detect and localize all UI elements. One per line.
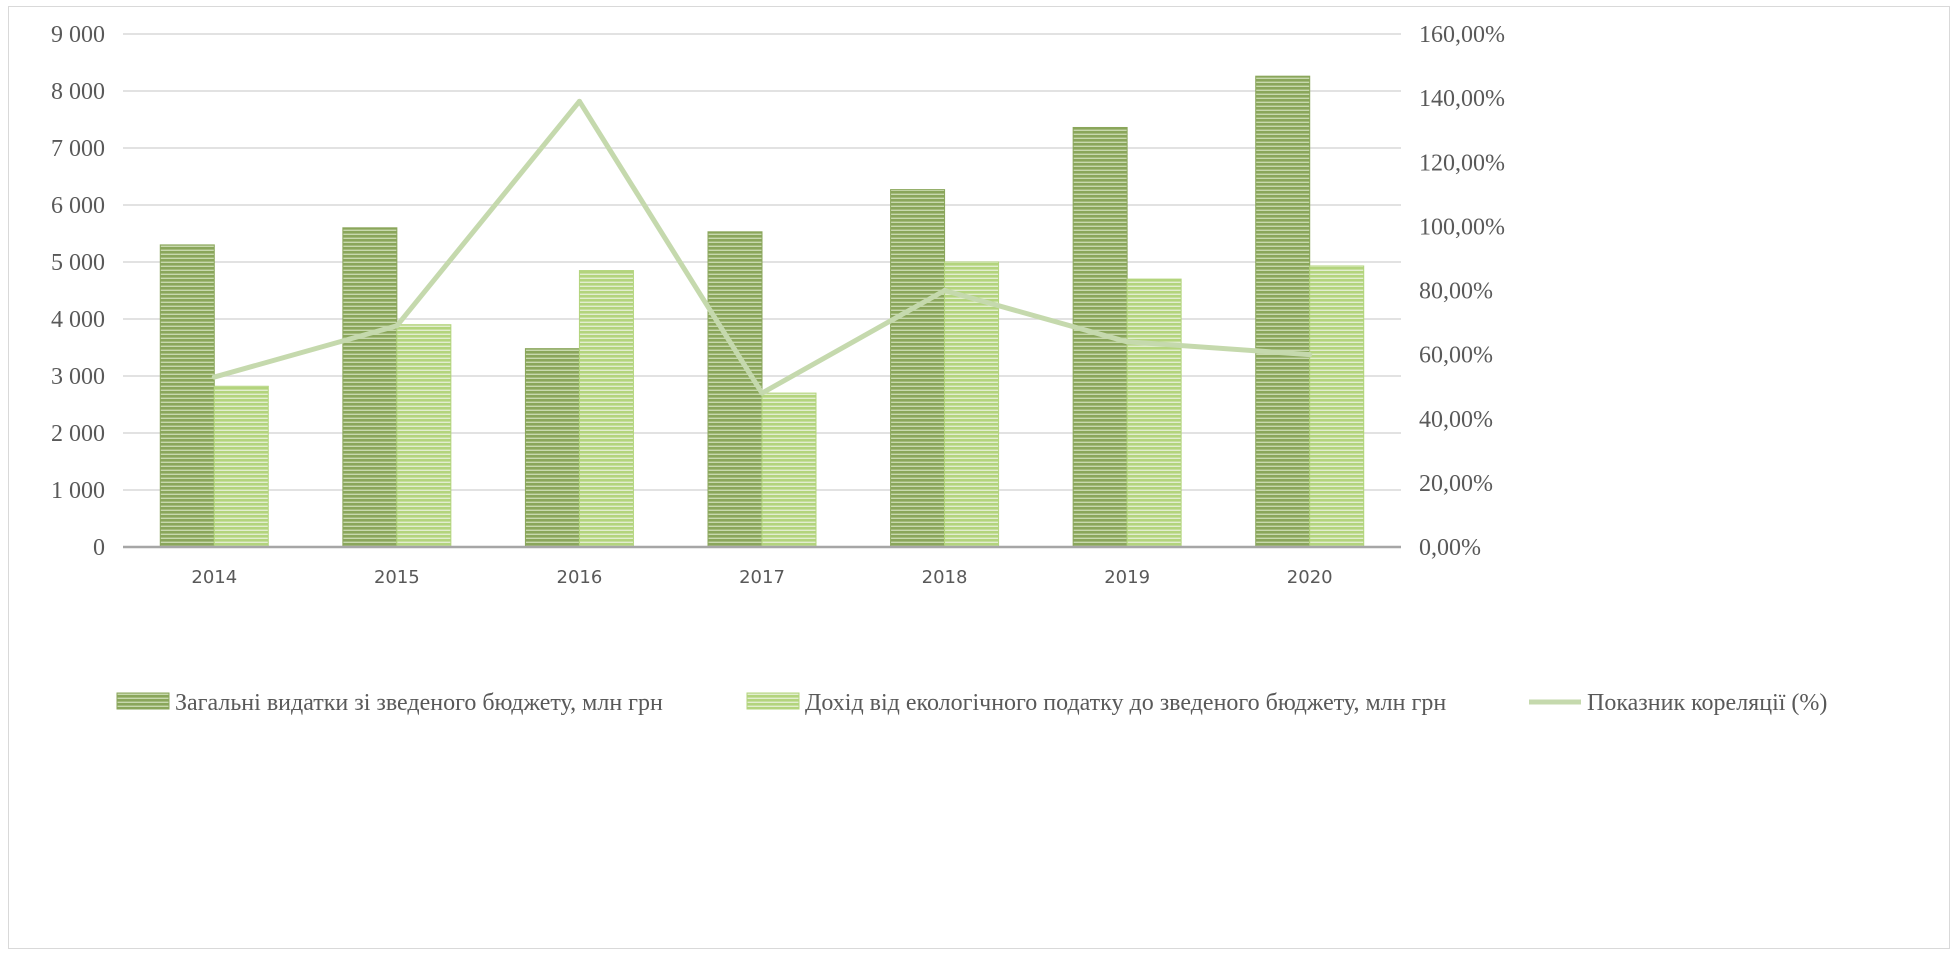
y-right-tick-label: 60,00% — [1419, 343, 1493, 369]
bar-eco-tax — [1126, 278, 1182, 548]
correlation-point — [759, 390, 765, 396]
x-tick-label: 2020 — [1287, 567, 1333, 588]
correlation-point — [1307, 352, 1313, 358]
bar-eco-tax — [761, 392, 817, 548]
legend-swatch — [746, 692, 800, 710]
legend-label: Загальні видатки зі зведеного бюджету, м… — [175, 690, 663, 716]
correlation-point — [394, 323, 400, 329]
bars — [159, 75, 1365, 548]
legend-item-eco-tax: Дохід від екологічного податку до зведен… — [746, 690, 1446, 716]
y-left-tick-label: 6 000 — [51, 193, 105, 219]
y-right-tick-label: 160,00% — [1419, 22, 1505, 48]
x-tick-label: 2019 — [1104, 567, 1150, 588]
y-left-tick-label: 4 000 — [51, 307, 105, 333]
combo-chart: 0 1 000 2 000 3 000 4 000 5 000 6 000 7 000 8 00… — [51, 22, 1827, 716]
x-tick-label: 2018 — [922, 567, 968, 588]
bar-expenditure — [1255, 75, 1311, 548]
bar-eco-tax — [578, 270, 634, 548]
legend-swatch — [116, 692, 170, 710]
bar-eco-tax — [396, 324, 452, 548]
correlation-point — [1124, 339, 1130, 345]
y-right-tick-label: 80,00% — [1419, 279, 1493, 305]
x-tick-label: 2014 — [191, 567, 237, 588]
bar-eco-tax — [944, 261, 1000, 548]
legend: Загальні видатки зі зведеного бюджету, м… — [116, 690, 1827, 716]
y-left-tick-label: 2 000 — [51, 421, 105, 447]
y-right-tick-label: 100,00% — [1419, 214, 1505, 240]
y-left-tick-label: 7 000 — [51, 136, 105, 162]
bar-eco-tax — [213, 385, 269, 548]
x-tick-label: 2015 — [374, 567, 420, 588]
y-right-tick-label: 120,00% — [1419, 150, 1505, 176]
legend-item-correlation: Показник кореляції (%) — [1529, 690, 1827, 716]
x-tick-label: 2017 — [739, 567, 785, 588]
bar-eco-tax — [1309, 265, 1365, 548]
bar-expenditure — [524, 348, 580, 548]
chart-area: 0 1 000 2 000 3 000 4 000 5 000 6 000 7 000 8 00… — [8, 6, 1950, 949]
correlation-point — [942, 288, 948, 293]
y-right-tick-label: 40,00% — [1419, 407, 1493, 433]
y-right-tick-label: 0,00% — [1419, 535, 1481, 561]
y-left-tick-label: 0 — [93, 535, 105, 561]
x-axis-ticks: 2014 2015 2016 2017 2018 2019 2020 — [191, 567, 1332, 588]
bar-expenditure — [890, 189, 946, 548]
y-right-tick-label: 140,00% — [1419, 86, 1505, 112]
y-left-tick-label: 5 000 — [51, 250, 105, 276]
right-axis-ticks: 0,00% 20,00% 40,00% 60,00% 80,00% 100,00% 120,… — [1419, 22, 1505, 561]
legend-label: Показник кореляції (%) — [1587, 690, 1827, 716]
legend-label: Дохід від екологічного податку до зведен… — [805, 690, 1446, 716]
y-left-tick-label: 1 000 — [51, 478, 105, 504]
bar-expenditure — [342, 227, 398, 548]
y-left-tick-label: 3 000 — [51, 364, 105, 390]
left-axis-ticks: 0 1 000 2 000 3 000 4 000 5 000 6 000 7 000 8 00… — [51, 22, 105, 561]
bar-expenditure — [159, 244, 215, 548]
y-left-tick-label: 8 000 — [51, 79, 105, 105]
legend-item-expenditure: Загальні видатки зі зведеного бюджету, м… — [116, 690, 663, 716]
correlation-point — [576, 98, 582, 104]
correlation-point — [211, 374, 217, 380]
bar-expenditure — [707, 231, 763, 548]
y-left-tick-label: 9 000 — [51, 22, 105, 48]
correlation-line-layer — [211, 98, 1313, 396]
y-right-tick-label: 20,00% — [1419, 471, 1493, 497]
x-tick-label: 2016 — [557, 567, 603, 588]
